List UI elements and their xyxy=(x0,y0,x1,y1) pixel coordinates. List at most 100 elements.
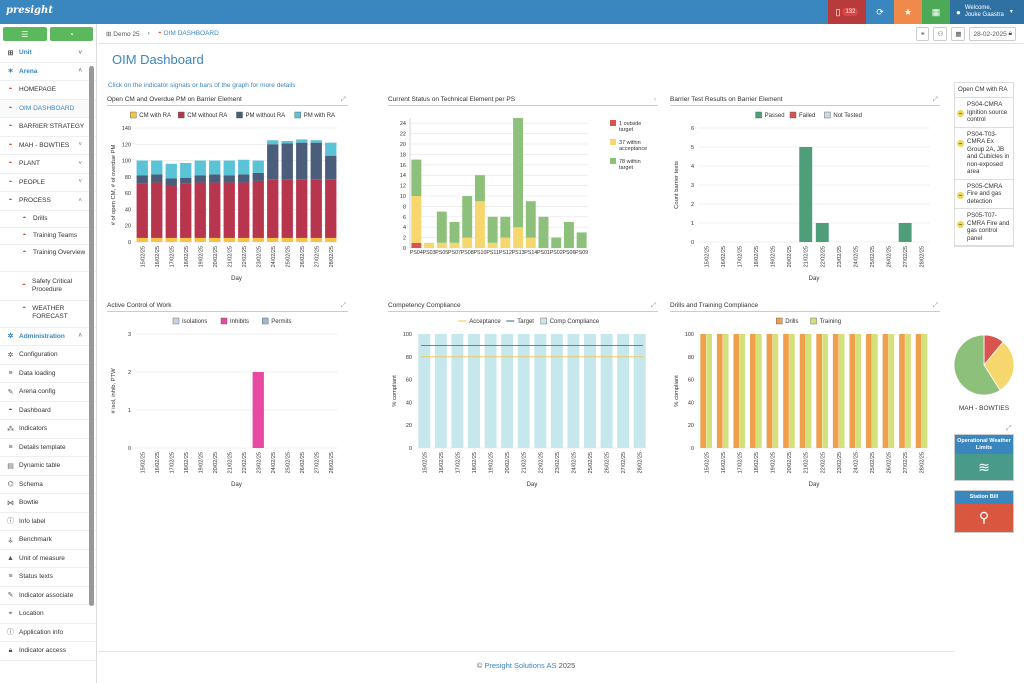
sidebar-item-schema[interactable]: ⌬ Schema xyxy=(0,476,96,494)
open-cm-item[interactable]: PS04-CMRA Ignition source control xyxy=(955,98,1013,128)
dashboard-icon: ◓ xyxy=(8,178,13,186)
footer: © Presight Solutions AS 2025 xyxy=(98,651,954,670)
sidebar-scrollbar[interactable] xyxy=(89,66,94,606)
sidebar-item-benchmark[interactable]: ⚶ Benchmark xyxy=(0,531,96,550)
chevron-icon: ˅ xyxy=(78,49,82,56)
open-cm-item[interactable]: PS05-T07-CMRA Fire and gas control panel xyxy=(955,209,1013,246)
mah-bowties-pie[interactable] xyxy=(951,331,1017,401)
x-tick-label: 20/02/25 xyxy=(505,452,511,473)
date-picker-button[interactable]: ▦ xyxy=(951,27,966,41)
sidebar-item-dynamic-table[interactable]: ▤ Dynamic table xyxy=(0,457,96,476)
y-tick-label: 60 xyxy=(125,191,131,197)
open-cm-item[interactable]: PS05-CMRA Fire and gas detection xyxy=(955,180,1013,209)
sidebar-item-unit-of-measure[interactable]: ▲ Unit of measure xyxy=(0,550,96,568)
bar xyxy=(474,175,485,202)
presight-logo[interactable]: presight xyxy=(6,5,53,16)
open-cm-item[interactable]: PS04-T03-CMRA Ex Group 2A, JB and Cubicl… xyxy=(955,128,1013,180)
notification-badge: 132 xyxy=(842,8,859,16)
legend-label: Failed xyxy=(799,113,815,119)
expand-icon[interactable]: ⤢ xyxy=(932,96,938,103)
user-menu[interactable]: ● Welcome, Jouke Gaastra ▾ xyxy=(950,0,1024,24)
sidebar-item-training-overview[interactable]: ◓ Training Overview xyxy=(0,245,96,272)
y-tick-label: 8 xyxy=(403,204,406,210)
link-button[interactable]: ⚭ xyxy=(916,27,930,41)
sidebar-item-application-info[interactable]: ⓘ Application info xyxy=(0,624,96,642)
x-tick-label: 20/02/25 xyxy=(213,452,219,473)
bar xyxy=(474,201,485,248)
bar xyxy=(223,175,235,183)
x-tick-label: 17/02/25 xyxy=(455,452,461,473)
sidebar-item-status-texts[interactable]: ≡ Status texts xyxy=(0,568,96,587)
x-tick-label: 25/02/25 xyxy=(870,452,876,473)
calendar-button[interactable]: ▦ xyxy=(922,0,950,24)
sidebar-item-plant[interactable]: ◓ PLANT ˅ xyxy=(0,155,96,174)
sidebar-item-process[interactable]: ◓ PROCESS ˄ xyxy=(0,192,96,211)
sidebar-item-label: Administration xyxy=(19,332,65,340)
sidebar-item-dashboard[interactable]: ◓ Dashboard xyxy=(0,402,96,420)
bar xyxy=(325,142,337,156)
breadcrumb-current[interactable]: ◓ OIM DASHBOARD xyxy=(157,30,219,37)
date-field[interactable]: 28-02-2025 🔒︎ xyxy=(969,27,1016,41)
sidebar-item-homepage[interactable]: ◓ HOMEPAGE xyxy=(0,81,96,100)
sidebar-item-data-loading[interactable]: ≡ Data loading xyxy=(0,365,96,383)
x-tick-label: 17/02/25 xyxy=(737,246,743,267)
expand-icon[interactable]: ⤢ xyxy=(340,302,346,309)
bowtie-icon: ⋈ xyxy=(7,499,14,507)
sidebar-item-info-label[interactable]: ⓘ Info label xyxy=(0,513,96,531)
sidebar-item-training-teams[interactable]: ◓ Training Teams xyxy=(0,228,96,245)
sidebar-item-oim-dashboard[interactable]: ◓ OIM DASHBOARD xyxy=(0,99,96,118)
chart-cm[interactable]: CM with RA CM without RA PM without RA PM w… xyxy=(107,106,348,294)
sidebar-item-mah-bowties[interactable]: ◓ MAH - BOWTIES ˅ xyxy=(0,137,96,155)
sidebar-item-unit[interactable]: ⊞ Unit ˅ xyxy=(0,44,96,63)
sidebar-item-indicator-access[interactable]: 🔒︎ Indicator access xyxy=(0,642,96,661)
sidebar-item-arena[interactable]: ✶ Arena ˄ xyxy=(0,63,96,81)
expand-icon[interactable]: ⤢ xyxy=(340,96,346,103)
company-link[interactable]: Presight Solutions AS xyxy=(484,661,557,670)
favorites-button[interactable]: ★ xyxy=(894,0,922,24)
expand-icon[interactable]: ⤢ xyxy=(932,302,938,309)
weather-limits-card[interactable]: Operational Weather Limits ≋ xyxy=(954,434,1014,481)
sidebar-item-details-template[interactable]: ≡ Details template xyxy=(0,439,96,457)
sidebar-item-drills[interactable]: ◓ Drills xyxy=(0,211,96,228)
group-button[interactable]: ⚇ xyxy=(933,27,948,41)
chart-bt[interactable]: Passed Failed Not Tested 0 1 2 3 4 5 6 15/02/25 16/… xyxy=(670,106,940,294)
bar xyxy=(882,334,889,448)
sidebar-item-safety-critical-procedure[interactable]: ◓ Safety Critical Procedure xyxy=(0,272,96,301)
refresh-button[interactable]: ⟳ xyxy=(866,0,894,24)
panel-title: Open CM and Overdue PM on Barrier Elemen… xyxy=(107,96,242,103)
notification-button[interactable]: ▯ 132 xyxy=(828,0,866,24)
sidebar-item-weather-forecast[interactable]: ◓ WEATHER FORECAST xyxy=(0,301,96,328)
sidebar-item-configuration[interactable]: ✲ Configuration xyxy=(0,346,96,365)
chart-dt[interactable]: Drills Training 0 20 40 60 80 100 15/02/25 16/02/… xyxy=(670,312,940,500)
sidebar-item-administration[interactable]: ✲ Administration ˄ xyxy=(0,328,96,346)
expand-icon[interactable]: ⤢ xyxy=(650,302,656,309)
sidebar-item-people[interactable]: ◓ PEOPLE ˅ xyxy=(0,174,96,192)
x-tick-label: 19/02/25 xyxy=(771,452,777,473)
gauge-icon: ◔ xyxy=(68,29,74,39)
bar xyxy=(487,216,498,243)
y-tick-label: 80 xyxy=(125,175,131,181)
dashboard-view-button[interactable]: ◔ xyxy=(49,27,93,41)
sidebar-item-barrier-strategy[interactable]: ◓ BARRIER STRATEGY xyxy=(0,118,96,137)
bar xyxy=(252,237,264,242)
chart-acw[interactable]: Isolations Inhibits Permits 0 1 2 3 15/02/25 16/… xyxy=(107,312,348,500)
legend-label: Inhibits xyxy=(230,319,249,325)
x-tick-label: 22/02/25 xyxy=(538,452,544,473)
breadcrumb-home[interactable]: ⊞ Demo 25 xyxy=(106,30,140,38)
sidebar-item-bowtie[interactable]: ⋈ Bowtie xyxy=(0,494,96,513)
station-bill-card[interactable]: Station Bill ⚲ xyxy=(954,490,1014,533)
bar xyxy=(600,334,613,448)
page-hint[interactable]: Click on the indicator signals or bars o… xyxy=(108,82,296,89)
sidebar-item-indicator-associate[interactable]: ✎ Indicator associate xyxy=(0,587,96,605)
x-tick-label: 17/02/25 xyxy=(737,452,743,473)
sidebar-item-indicators[interactable]: ⁂ Indicators xyxy=(0,420,96,439)
list-view-button[interactable]: ☰ xyxy=(3,27,47,41)
chart-cc[interactable]: Acceptance Target Comp Compliance 0 20 40 60 80… xyxy=(388,312,658,500)
y-tick-label: 80 xyxy=(406,355,412,361)
sidebar-item-arena-config[interactable]: ✎ Arena config xyxy=(0,383,96,402)
expand-icon[interactable]: ⤢ xyxy=(1006,425,1012,432)
open-cm-list: Open CM with RA PS04-CMRA Ignition sourc… xyxy=(954,82,1014,247)
chevron-left-icon[interactable]: ‹ xyxy=(653,96,656,103)
sidebar-item-location[interactable]: ⌖ Location xyxy=(0,605,96,624)
